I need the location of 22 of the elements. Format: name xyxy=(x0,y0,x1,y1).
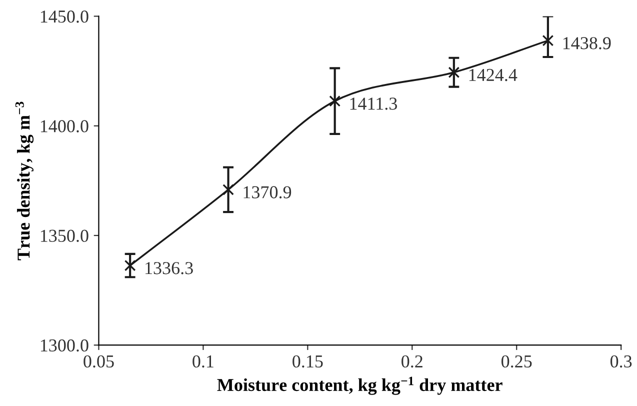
data-label: 1336.3 xyxy=(146,262,193,274)
point xyxy=(329,95,341,107)
data-label: 1370.9 xyxy=(244,186,292,198)
x-tick-label: 0.3 xyxy=(610,355,632,368)
y-axis-title: True density, kg m$^{−3}$ xyxy=(15,102,34,260)
y-tick-label: 1400.0 xyxy=(40,120,88,132)
data-label: 1424.4 xyxy=(469,68,518,82)
point xyxy=(222,184,234,196)
y-tick-label: 1350.0 xyxy=(40,230,88,242)
data-label: 1438.9 xyxy=(563,37,611,50)
x-tick-label: 0.15 xyxy=(292,355,323,368)
data-label: 1411.3 xyxy=(350,98,397,110)
point xyxy=(448,66,460,78)
x-tick-label: 0.1 xyxy=(192,355,214,368)
point xyxy=(124,260,136,272)
x-tick-label: 0.25 xyxy=(501,355,532,368)
x-axis-title: Moisture content, kg kg$^{−1}$ dry matter xyxy=(217,376,502,395)
x-tick-label: 0.2 xyxy=(402,355,422,368)
point xyxy=(542,34,554,46)
y-tick-label: 1450.0 xyxy=(40,10,88,23)
x-tick-label: 0.05 xyxy=(84,355,114,368)
y-tick-label: 1300.0 xyxy=(40,339,88,352)
